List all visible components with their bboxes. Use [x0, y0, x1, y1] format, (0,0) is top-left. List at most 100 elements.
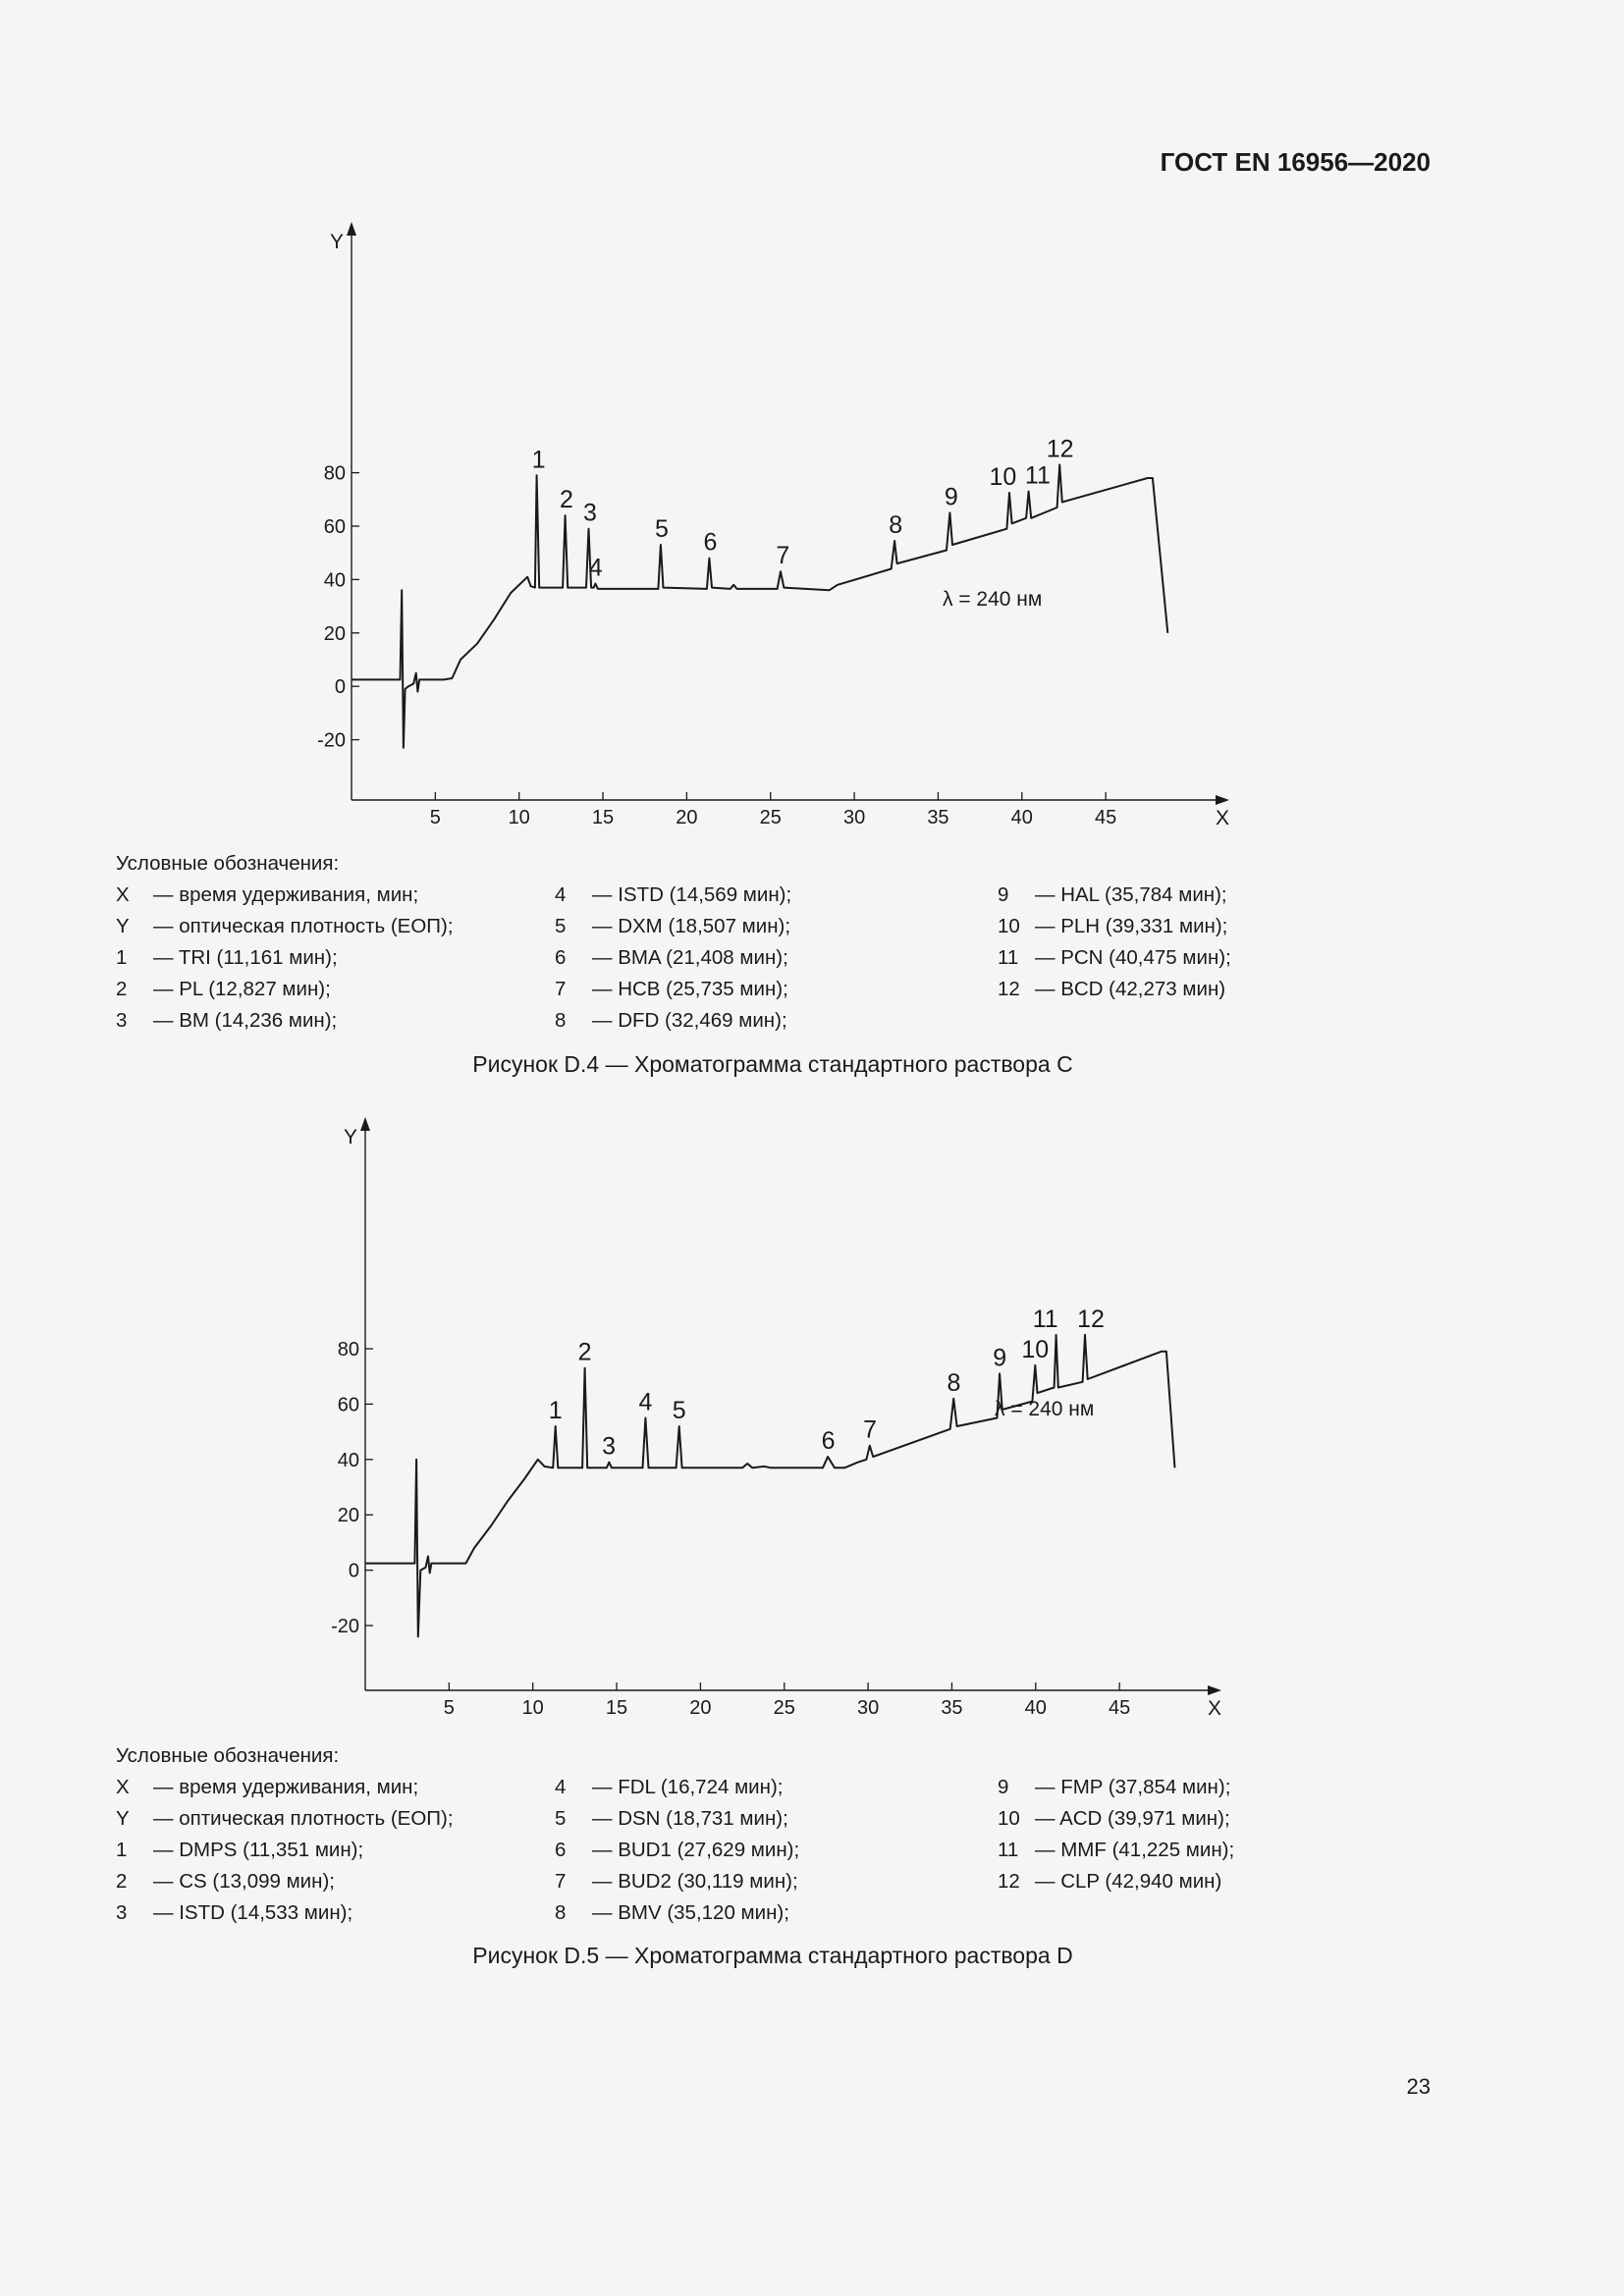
- x-tick-label: 25: [774, 1697, 795, 1719]
- x-tick-label: 40: [1025, 1697, 1047, 1719]
- peak-label: 8: [889, 511, 902, 539]
- legend-item: 7 — HCB (25,735 мин);: [555, 978, 791, 1009]
- legend-item: 8 — DFD (32,469 мин);: [555, 1009, 791, 1041]
- legend-key: 11: [998, 1839, 1019, 1861]
- legend-item: 1 — TRI (11,161 мин);: [116, 946, 454, 978]
- legend-text: — CLP (42,940 мин): [1035, 1870, 1222, 1893]
- legend-key: 12: [998, 1870, 1020, 1893]
- y-tick-label: 20: [324, 623, 346, 645]
- legend-key: 5: [555, 1807, 567, 1830]
- y-tick-label: -20: [317, 730, 346, 752]
- x-axis-label: X: [1208, 1697, 1221, 1720]
- legend-column-2: 4 — ISTD (14,569 мин); 5 — DXM (18,507 мин…: [555, 883, 791, 1041]
- legend-text: — ACD (39,971 мин);: [1035, 1807, 1230, 1830]
- legend-key: Y: [116, 915, 130, 937]
- legend-item: 2 — CS (13,099 мин);: [116, 1870, 454, 1901]
- x-tick-label: 45: [1109, 1697, 1130, 1719]
- legend-text: — BUD2 (30,119 мин);: [592, 1870, 798, 1893]
- legend-column-2: 4 — FDL (16,724 мин); 5 — DSN (18,731 мин)…: [555, 1776, 799, 1933]
- legend-key: 8: [555, 1901, 567, 1924]
- y-tick-label: 80: [324, 463, 346, 485]
- y-tick-label: 60: [338, 1394, 359, 1415]
- x-tick-label: 30: [857, 1697, 879, 1719]
- x-axis-arrow-icon: [1208, 1685, 1221, 1695]
- legend-text: — ISTD (14,569 мин);: [592, 883, 792, 906]
- wavelength-annotation: λ = 240 нм: [995, 1398, 1094, 1420]
- legend-key: 10: [998, 915, 1020, 937]
- peak-label: 7: [863, 1416, 877, 1444]
- x-axis-label: X: [1216, 807, 1229, 829]
- legend-item: 9 — HAL (35,784 мин);: [998, 883, 1231, 915]
- legend-text: — HAL (35,784 мин);: [1035, 883, 1227, 906]
- peak-label: 6: [822, 1427, 836, 1455]
- peak-label: 5: [655, 515, 669, 543]
- legend-text: — DFD (32,469 мин);: [592, 1009, 787, 1032]
- peak-label: 9: [945, 483, 958, 510]
- legend-key: 2: [116, 978, 128, 1000]
- legend-d4: Условные обозначения: X — время удерживан…: [116, 852, 1294, 1032]
- x-tick-label: 10: [522, 1697, 544, 1719]
- legend-item: 11 — MMF (41,225 мин);: [998, 1839, 1234, 1870]
- legend-text: — HCB (25,735 мин);: [592, 978, 788, 1000]
- legend-key: 4: [555, 883, 567, 906]
- legend-key: 4: [555, 1776, 567, 1798]
- legend-text: — FMP (37,854 мин);: [1035, 1776, 1231, 1798]
- x-tick-label: 25: [760, 807, 782, 828]
- legend-item: 12 — CLP (42,940 мин): [998, 1870, 1234, 1901]
- peak-label: 12: [1077, 1306, 1105, 1333]
- legend-key: 5: [555, 915, 567, 937]
- legend-text: — оптическая плотность (ЕОП);: [153, 1807, 454, 1830]
- legend-text: — TRI (11,161 мин);: [153, 946, 338, 969]
- chromatogram-trace: [352, 463, 1169, 749]
- legend-item: 5 — DXM (18,507 мин);: [555, 915, 791, 946]
- legend-item: Y — оптическая плотность (ЕОП);: [116, 915, 454, 946]
- legend-item: 1 — DMPS (11,351 мин);: [116, 1839, 454, 1870]
- peak-label: 3: [583, 500, 597, 527]
- legend-d5: Условные обозначения: X — время удерживан…: [116, 1744, 1294, 1924]
- peak-label: 9: [993, 1344, 1006, 1371]
- figure-caption-d5: Рисунок D.5 — Хроматограмма стандартного…: [472, 1943, 1073, 1968]
- legend-item: 12 — BCD (42,273 мин): [998, 978, 1231, 1009]
- legend-key: 1: [116, 1839, 128, 1861]
- x-tick-label: 5: [430, 807, 441, 828]
- legend-text: — BUD1 (27,629 мин);: [592, 1839, 800, 1861]
- legend-text: — DXM (18,507 мин);: [592, 915, 791, 937]
- legend-item: 3 — BM (14,236 мин);: [116, 1009, 454, 1041]
- legend-text: — оптическая плотность (ЕОП);: [153, 915, 454, 937]
- peak-label: 10: [989, 463, 1016, 491]
- legend-item: 11 — PCN (40,475 мин);: [998, 946, 1231, 978]
- legend-item: 4 — ISTD (14,569 мин);: [555, 883, 791, 915]
- x-tick-label: 35: [941, 1697, 962, 1719]
- y-axis-label: Y: [330, 231, 344, 253]
- x-tick-label: 30: [843, 807, 865, 828]
- figure-caption-d4: Рисунок D.4 — Хроматограмма стандартного…: [472, 1051, 1073, 1077]
- legend-title: Условные обозначения:: [116, 852, 340, 875]
- legend-key: 6: [555, 1839, 567, 1861]
- legend-key: X: [116, 1776, 130, 1798]
- legend-key: 9: [998, 883, 1009, 906]
- legend-key: 2: [116, 1870, 128, 1893]
- legend-title: Условные обозначения:: [116, 1744, 340, 1767]
- legend-text: — время удерживания, мин;: [153, 1776, 419, 1798]
- legend-item: Y — оптическая плотность (ЕОП);: [116, 1807, 454, 1839]
- peak-label: 8: [947, 1369, 961, 1397]
- y-tick-label: 80: [338, 1339, 359, 1361]
- legend-item: 5 — DSN (18,731 мин);: [555, 1807, 799, 1839]
- legend-text: — BMV (35,120 мин);: [592, 1901, 789, 1924]
- x-tick-label: 35: [927, 807, 948, 828]
- legend-text: — PCN (40,475 мин);: [1035, 946, 1231, 969]
- y-tick-label: 40: [338, 1450, 359, 1471]
- wavelength-annotation: λ = 240 нм: [943, 588, 1042, 611]
- legend-text: — время удерживания, мин;: [153, 883, 419, 906]
- legend-item: 7 — BUD2 (30,119 мин);: [555, 1870, 799, 1901]
- x-axis-arrow-icon: [1216, 795, 1229, 805]
- legend-key: 7: [555, 978, 567, 1000]
- legend-key: 6: [555, 946, 567, 969]
- x-tick-label: 20: [689, 1697, 711, 1719]
- legend-text: — ISTD (14,533 мин);: [153, 1901, 353, 1924]
- legend-item: 8 — BMV (35,120 мин);: [555, 1901, 799, 1933]
- y-tick-label: 40: [324, 569, 346, 591]
- peak-label: 5: [673, 1397, 686, 1424]
- y-tick-label: -20: [331, 1616, 359, 1637]
- peak-label: 2: [578, 1339, 592, 1366]
